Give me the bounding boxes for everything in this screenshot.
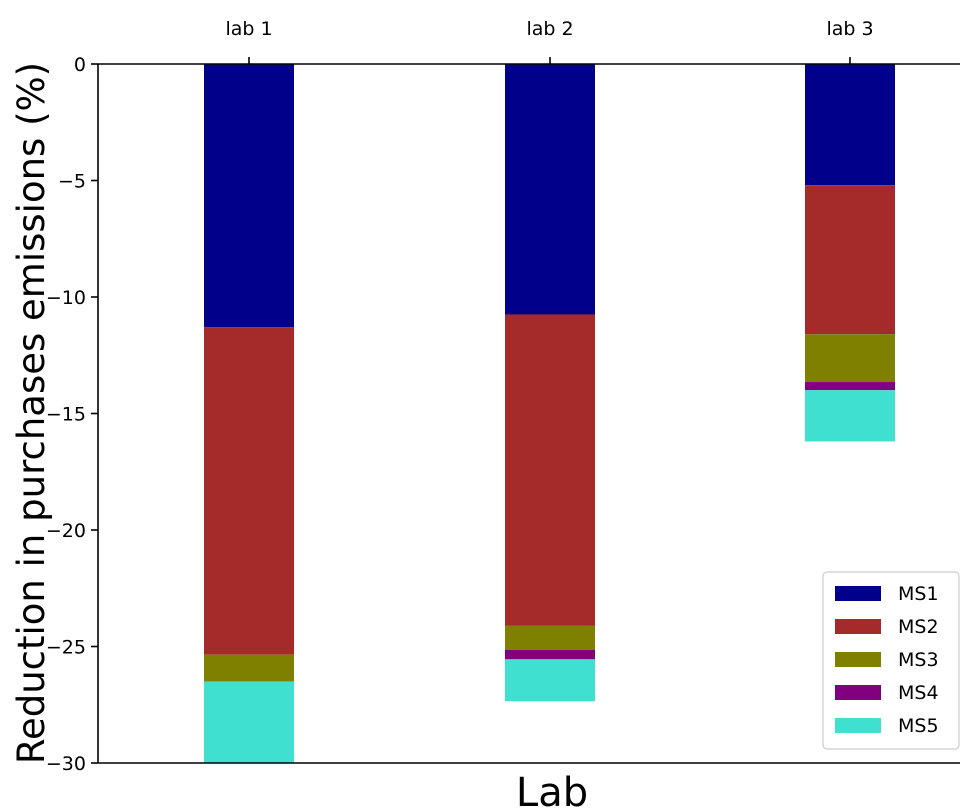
- bar-ms2-lab-2: [505, 314, 595, 626]
- legend-label-ms4: MS4: [898, 682, 939, 704]
- bar-ms1-lab-2: [505, 64, 595, 315]
- legend-label-ms1: MS1: [898, 583, 939, 605]
- legend: MS1 MS2 MS3 MS4 MS5: [822, 571, 960, 750]
- bar-ms4-lab-2: [505, 649, 595, 660]
- y-tick-label: 0: [74, 54, 86, 76]
- y-axis-title: Reduction in purchases emissions (%): [10, 62, 53, 764]
- bar-ms1-lab-1: [204, 64, 294, 328]
- x-axis-title: Lab: [516, 770, 588, 810]
- bar-ms3-lab-3: [805, 334, 895, 383]
- y-tick-label: −20: [46, 520, 86, 542]
- legend-swatch-ms3: [835, 652, 881, 667]
- y-tick-label: −10: [46, 287, 86, 309]
- x-tick-label: lab 3: [826, 18, 873, 40]
- bar-ms3-lab-1: [204, 654, 294, 682]
- legend-swatch-ms1: [835, 586, 881, 601]
- y-tick-label: −25: [46, 637, 86, 659]
- bar-ms3-lab-2: [505, 625, 595, 650]
- y-tick-label: −5: [58, 171, 86, 193]
- legend-swatch-ms5: [835, 718, 881, 733]
- legend-label-ms5: MS5: [898, 715, 939, 737]
- x-tick-label: lab 1: [225, 18, 272, 40]
- bar-ms2-lab-3: [805, 185, 895, 335]
- x-tick-label: lab 2: [526, 18, 573, 40]
- bar-ms5-lab-2: [505, 659, 595, 702]
- y-tick-label: −30: [46, 753, 86, 775]
- legend-swatch-ms2: [835, 619, 881, 634]
- legend-frame: [822, 571, 960, 750]
- bar-ms2-lab-1: [204, 327, 294, 655]
- y-ticks-group: 0 −5 −10 −15 −20 −25 −30: [46, 54, 98, 775]
- bar-ms1-lab-3: [805, 64, 895, 186]
- x-ticks-group: lab 1 lab 2 lab 3: [225, 18, 874, 64]
- bars-group: [204, 64, 895, 763]
- legend-label-ms2: MS2: [898, 616, 939, 638]
- legend-label-ms3: MS3: [898, 649, 939, 671]
- y-tick-label: −15: [46, 404, 86, 426]
- bar-ms4-lab-3: [805, 382, 895, 391]
- bar-ms5-lab-1: [204, 681, 294, 763]
- legend-swatch-ms4: [835, 685, 881, 700]
- bar-ms5-lab-3: [805, 390, 895, 442]
